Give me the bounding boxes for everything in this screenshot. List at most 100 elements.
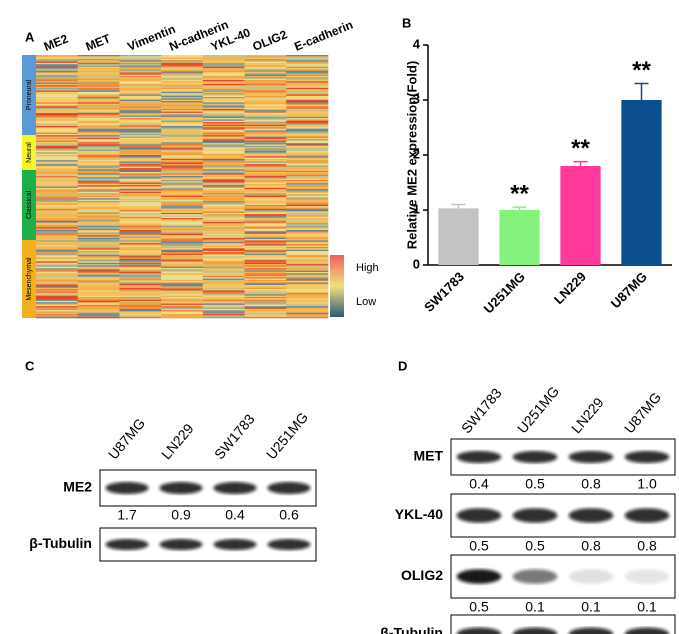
heatmap-cell — [244, 235, 287, 237]
heatmap-cell — [36, 316, 79, 319]
heatmap-cell — [286, 72, 329, 74]
heatmap-cell — [36, 185, 79, 187]
heatmap-cell — [119, 225, 162, 228]
heatmap-cell — [161, 118, 204, 120]
heatmap-cell — [36, 198, 79, 200]
heatmap-cell — [244, 312, 287, 315]
heatmap-cell — [161, 69, 204, 72]
heatmap-cell — [161, 232, 204, 235]
heatmap-cell — [286, 244, 329, 246]
heatmap-cell — [119, 231, 162, 233]
row-label: ME2 — [63, 479, 92, 495]
heatmap-cell — [286, 174, 329, 177]
heatmap-cell — [161, 65, 204, 68]
heatmap-cell — [119, 249, 162, 252]
heatmap-cell — [161, 76, 204, 78]
heatmap-cell — [286, 224, 329, 227]
heatmap-cell — [202, 274, 245, 277]
heatmap-cell — [161, 129, 204, 132]
heatmap-cell — [286, 246, 329, 249]
heatmap-cell — [77, 108, 120, 111]
band-value: 0.9 — [171, 507, 191, 523]
heatmap-cell — [244, 283, 287, 286]
heatmap-cell — [119, 116, 162, 119]
heatmap-cell — [286, 220, 329, 223]
heatmap-cell — [244, 145, 287, 148]
heatmap-cell — [244, 58, 287, 61]
band-value: 0.5 — [469, 538, 489, 554]
heatmap-cell — [36, 273, 79, 275]
heatmap-cell — [36, 82, 79, 85]
heatmap-cell — [244, 124, 287, 127]
band-value: 0.8 — [581, 538, 601, 554]
heatmap-cell — [77, 191, 120, 194]
heatmap-cell — [161, 148, 204, 150]
heatmap-cell — [77, 76, 120, 78]
heatmap-cell — [202, 150, 245, 153]
heatmap-cell — [36, 83, 79, 86]
heatmap-cell — [77, 277, 120, 279]
heatmap-cell — [286, 262, 329, 265]
heatmap-cell — [119, 86, 162, 89]
heatmap-cell — [77, 257, 120, 260]
heatmap-cell — [119, 153, 162, 156]
heatmap-cell — [244, 250, 287, 253]
heatmap-cell — [119, 268, 162, 270]
heatmap-cell — [119, 56, 162, 58]
heatmap-cell — [36, 186, 79, 189]
heatmap-cell — [77, 68, 120, 70]
heatmap-cell — [244, 178, 287, 181]
heatmap-cell — [77, 295, 120, 298]
heatmap-cell — [77, 143, 120, 145]
heatmap-cell — [161, 57, 204, 60]
heatmap-cell — [161, 90, 204, 93]
heatmap-cell — [286, 304, 329, 307]
heatmap-cell — [286, 177, 329, 179]
heatmap-cell — [36, 158, 79, 161]
heatmap-cell — [202, 61, 245, 64]
row-label: OLIG2 — [401, 567, 443, 583]
heatmap-cell — [119, 172, 162, 174]
heatmap-cell — [119, 170, 162, 173]
heatmap-cell — [161, 295, 204, 298]
heatmap-cell — [286, 152, 329, 154]
heatmap-cell — [119, 152, 162, 154]
heatmap-cell — [36, 61, 79, 64]
heatmap-cell — [161, 104, 204, 107]
heatmap-cell — [244, 304, 287, 307]
heatmap-cell — [286, 131, 329, 133]
heatmap-cell — [161, 89, 204, 91]
heatmap-cell — [119, 237, 162, 240]
heatmap-cell — [202, 240, 245, 243]
heatmap-cell — [36, 211, 79, 214]
heatmap-cell — [77, 186, 120, 189]
heatmap-cell — [77, 219, 120, 221]
heatmap-cell — [119, 293, 162, 295]
blot-band — [624, 508, 670, 523]
heatmap-cell — [244, 70, 287, 73]
heatmap-cell — [286, 195, 329, 198]
heatmap-cell — [161, 260, 204, 262]
heatmap-cell — [161, 114, 204, 116]
heatmap-cell — [36, 298, 79, 300]
heatmap-cell — [77, 178, 120, 181]
heatmap-cell — [119, 275, 162, 278]
heatmap-cell — [36, 315, 79, 317]
heatmap-cell — [202, 152, 245, 154]
heatmap-cell — [119, 57, 162, 60]
heatmap-cell — [77, 139, 120, 141]
heatmap-cell — [202, 258, 245, 261]
heatmap-cell — [286, 203, 329, 206]
heatmap-cell — [77, 173, 120, 175]
heatmap-cell — [77, 258, 120, 261]
heatmap-cell — [202, 199, 245, 202]
heatmap-cell — [286, 148, 329, 150]
heatmap-cell — [36, 126, 79, 128]
heatmap-cell — [77, 131, 120, 133]
heatmap-cell — [286, 274, 329, 277]
heatmap-cell — [161, 143, 204, 145]
heatmap-cell — [77, 262, 120, 265]
heatmap-cell — [286, 83, 329, 86]
heatmap-cell — [36, 93, 79, 95]
heatmap-cell — [77, 233, 120, 236]
